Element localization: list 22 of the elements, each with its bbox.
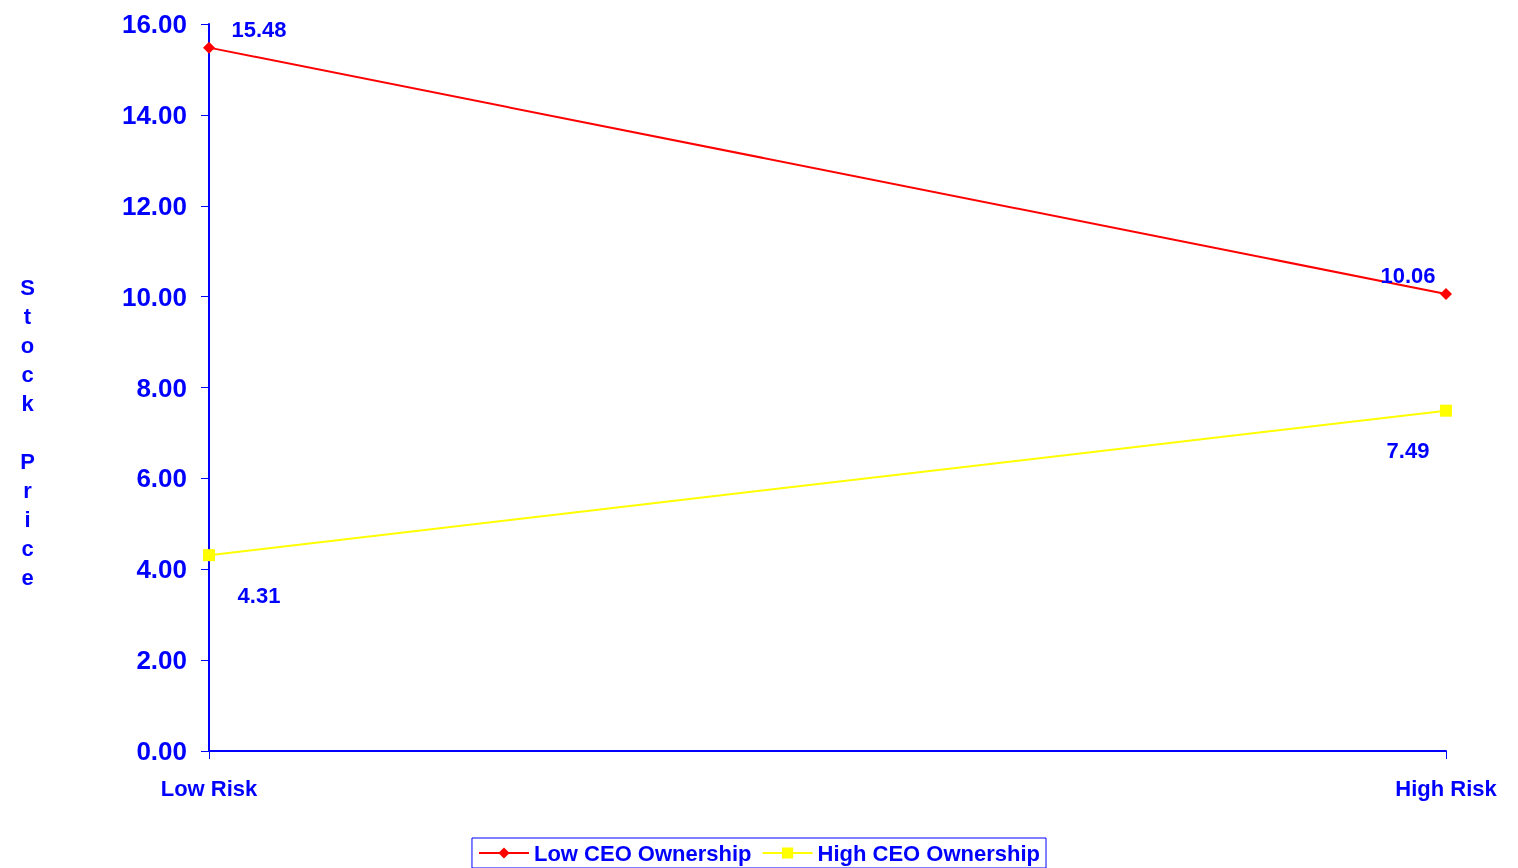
point <box>203 549 215 562</box>
point <box>1440 404 1452 417</box>
y-axis-title: Stock Price <box>14 274 40 594</box>
point <box>1440 287 1452 300</box>
data-label: 7.49 <box>1386 438 1430 464</box>
y-tick-label: 4.00 <box>136 554 187 585</box>
data-label: 15.48 <box>231 17 287 43</box>
y-tick-label: 10.00 <box>121 281 187 312</box>
y-tick-label: 6.00 <box>136 463 187 494</box>
data-label: 4.31 <box>237 582 281 608</box>
point <box>203 41 215 54</box>
y-tick-label: 8.00 <box>136 372 187 403</box>
y-tick-label: 16.00 <box>121 9 187 39</box>
x-tick-label: Low Risk <box>160 775 259 801</box>
y-tick-label: 0.00 <box>136 736 187 766</box>
legend-label: Low CEO Ownership <box>533 840 752 866</box>
y-tick-label: 2.00 <box>136 645 187 676</box>
legend-label: High CEO Ownership <box>817 840 1041 866</box>
y-tick-label: 12.00 <box>121 190 187 221</box>
y-tick-label: 14.00 <box>121 99 187 130</box>
data-label: 10.06 <box>1380 263 1436 289</box>
x-tick-label: High Risk <box>1395 775 1498 801</box>
